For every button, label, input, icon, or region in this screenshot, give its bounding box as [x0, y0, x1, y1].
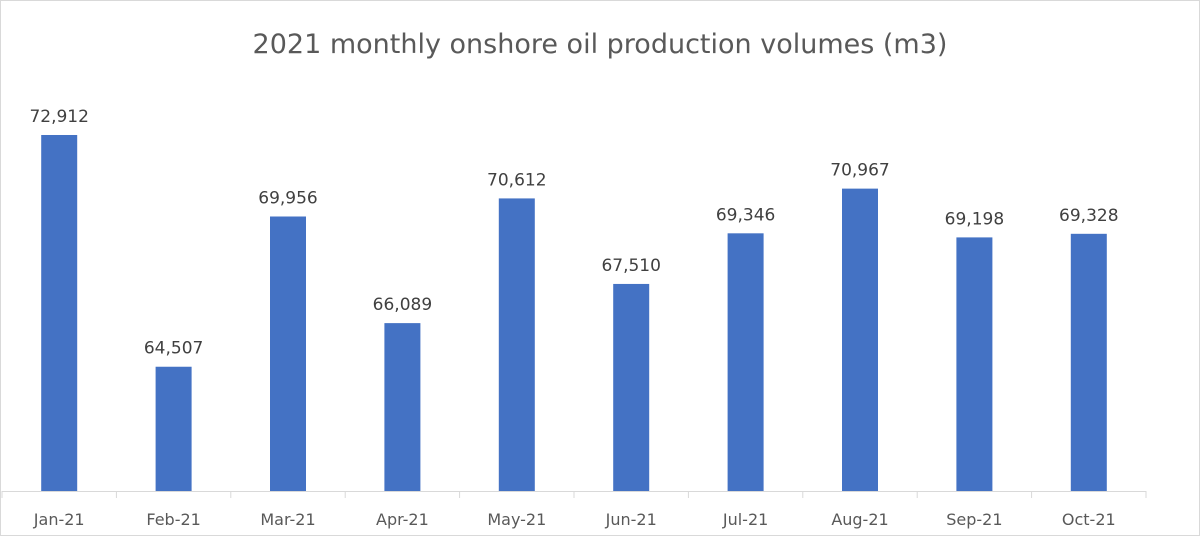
data-label: 72,912: [29, 107, 88, 127]
bar-jul-21: [727, 233, 764, 491]
x-tick-label: Oct-21: [1062, 510, 1116, 529]
bar-feb-21: [155, 366, 192, 491]
data-label: 66,089: [373, 295, 432, 315]
data-label: 69,198: [945, 209, 1004, 229]
chart-title: 2021 monthly onshore oil production volu…: [253, 29, 948, 60]
data-label: 69,956: [258, 188, 317, 208]
x-axis-ticks: [1, 491, 1147, 498]
x-tick-label: Jan-21: [33, 510, 85, 529]
bar-jun-21: [613, 283, 650, 491]
x-tick-label: Feb-21: [146, 510, 200, 529]
data-label: 64,507: [144, 339, 203, 359]
data-label: 70,612: [487, 170, 546, 190]
data-label: 70,967: [830, 161, 889, 181]
bar-apr-21: [384, 323, 421, 491]
bar-oct-21: [1070, 233, 1107, 491]
x-tick-label: Mar-21: [260, 510, 315, 529]
x-tick-label: May-21: [487, 510, 546, 529]
bar-aug-21: [842, 188, 878, 491]
x-tick-label: Jul-21: [722, 510, 768, 529]
data-label: 69,328: [1059, 206, 1118, 226]
bar-mar-21: [270, 216, 306, 492]
bars-group: [41, 134, 1107, 492]
x-axis-labels: Jan-21 Feb-21 Mar-21 Apr-21 May-21 Jun-21 Jul-…: [33, 510, 1116, 529]
bar-jan-21: [41, 134, 78, 491]
data-labels-group: 72,912 64,507 69,956 66,089 70,612 67,510 69,3…: [29, 107, 1118, 359]
bar-sep-21: [956, 237, 993, 491]
x-tick-label: Apr-21: [376, 510, 429, 529]
data-label: 69,346: [716, 205, 775, 225]
x-tick-label: Aug-21: [831, 510, 888, 529]
data-label: 67,510: [601, 256, 660, 276]
bar-may-21: [498, 198, 535, 492]
x-tick-label: Sep-21: [946, 510, 1002, 529]
x-tick-label: Jun-21: [605, 510, 657, 529]
